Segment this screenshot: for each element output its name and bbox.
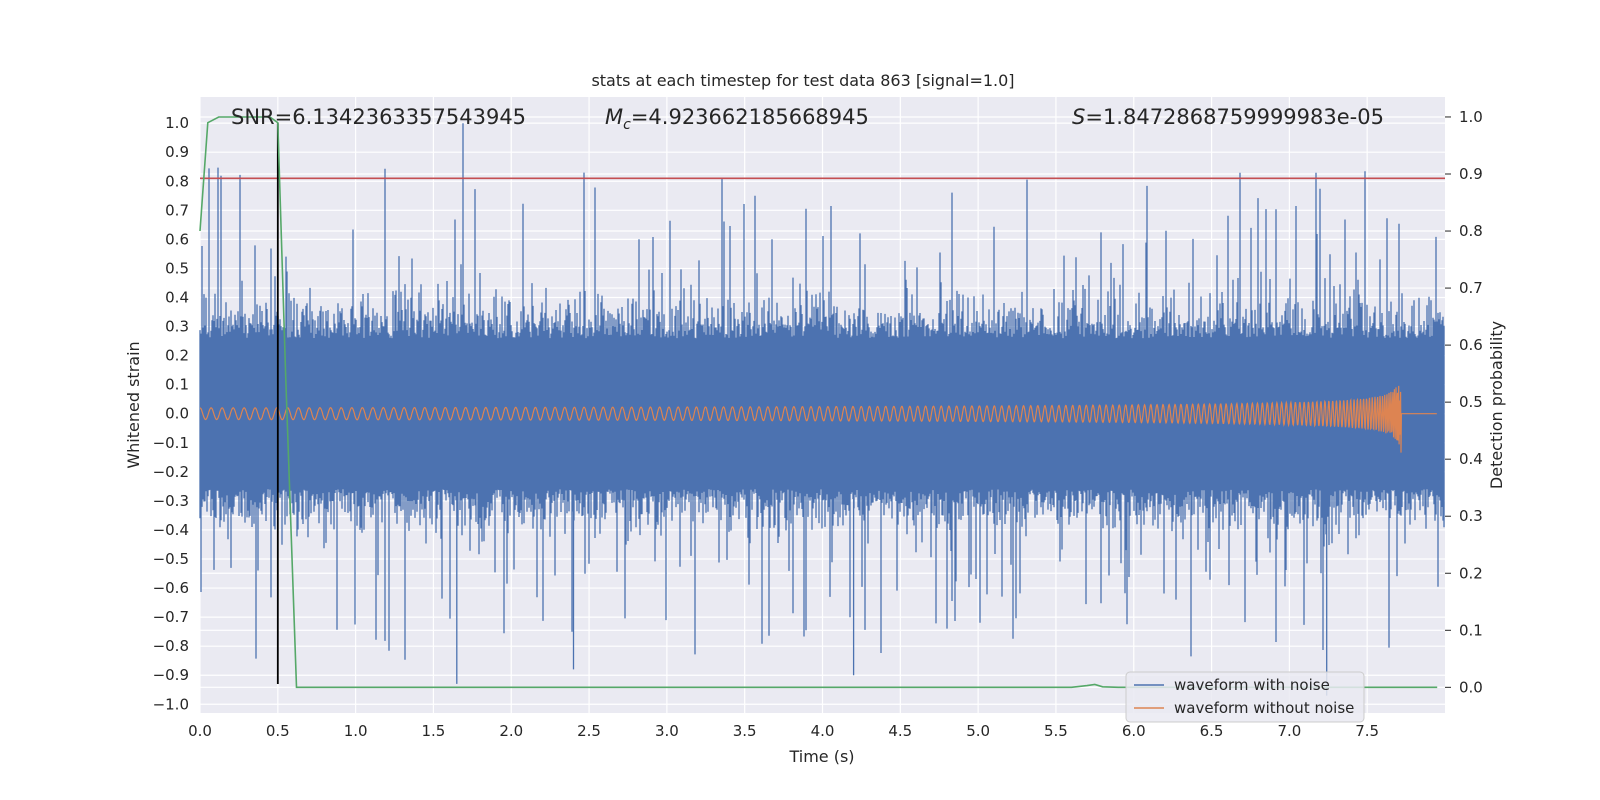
x-tick-label: 4.5 — [888, 722, 912, 740]
y-right-tick-label: 0.6 — [1459, 336, 1483, 354]
y-tick-label: 0.1 — [165, 376, 189, 394]
chart-title: stats at each timestep for test data 863… — [591, 71, 1014, 90]
y-axis-right-title: Detection probability — [1487, 321, 1506, 489]
legend: waveform with noise waveform without noi… — [1125, 671, 1365, 723]
x-tick-label: 1.5 — [422, 722, 446, 740]
y-right-tick-label: 0.9 — [1459, 165, 1483, 183]
y-right-tick-label: 1.0 — [1459, 108, 1483, 126]
y-axis-title: Whitened strain — [124, 341, 143, 468]
legend-label-clean: waveform without noise — [1174, 699, 1354, 717]
y-tick-label: 0.5 — [165, 259, 189, 277]
y-tick-label: 0.4 — [165, 288, 189, 306]
y-tick-label: −0.3 — [153, 492, 189, 510]
x-tick-label: 6.5 — [1200, 722, 1224, 740]
mc-subscript: c — [623, 117, 631, 133]
s-value: =1.8472868759999983e-05 — [1085, 105, 1384, 129]
y-right-tick-label: 0.1 — [1459, 621, 1483, 639]
y-right-tick-label: 0.7 — [1459, 279, 1483, 297]
x-tick-label: 3.0 — [655, 722, 679, 740]
y-right-tick-label: 0.2 — [1459, 564, 1483, 582]
x-tick-label: 2.0 — [499, 722, 523, 740]
y-right-tick-label: 0.8 — [1459, 222, 1483, 240]
s-annotation: S=1.8472868759999983e-05 — [1072, 105, 1384, 129]
mc-symbol: M — [605, 105, 623, 129]
x-tick-label: 5.0 — [966, 722, 990, 740]
x-axis-title: Time (s) — [788, 747, 854, 766]
y-tick-label: 0.3 — [165, 318, 189, 336]
x-tick-label: 6.0 — [1122, 722, 1146, 740]
s-symbol: S — [1072, 105, 1085, 129]
legend-label-noise: waveform with noise — [1174, 676, 1330, 694]
y-right-tick-label: 0.4 — [1459, 450, 1483, 468]
chirp-mass-annotation: Mc=4.923662185668945 — [605, 105, 869, 133]
y-tick-label: 0.0 — [165, 405, 189, 423]
y-tick-label: 1.0 — [165, 114, 189, 132]
x-tick-label: 2.5 — [577, 722, 601, 740]
y-right-tick-label: 0.5 — [1459, 393, 1483, 411]
y-tick-label: −0.7 — [153, 608, 189, 626]
reference-lines — [200, 123, 1445, 684]
y-tick-label: −0.9 — [153, 666, 189, 684]
y-tick-label: 0.9 — [165, 143, 189, 161]
axis-ticks: 0.0 0.5 1.0 1.5 2.0 2.5 3.0 3.5 4.0 4.5 5.0 5.5 6.0 6… — [153, 108, 1483, 740]
x-tick-label: 4.0 — [811, 722, 835, 740]
series-detection-probability — [199, 116, 1438, 689]
y-tick-label: 0.8 — [165, 172, 189, 190]
x-tick-label: 0.0 — [188, 722, 212, 740]
mc-value: =4.923662185668945 — [631, 105, 869, 129]
y-tick-label: −0.5 — [153, 550, 189, 568]
legend-box — [1125, 671, 1365, 723]
series-waveform-without-noise — [199, 385, 1437, 453]
x-tick-label: 0.5 — [266, 722, 290, 740]
y-tick-label: −0.6 — [153, 579, 189, 597]
snr-annotation: SNR=6.1342363357543945 — [231, 105, 526, 129]
clean-waveform-path — [199, 385, 1437, 453]
y-tick-label: −0.2 — [153, 463, 189, 481]
y-right-tick-label: 0.3 — [1459, 507, 1483, 525]
y-tick-label: −0.1 — [153, 434, 189, 452]
y-tick-label: −0.8 — [153, 637, 189, 655]
y-tick-label: 0.7 — [165, 201, 189, 219]
y-right-tick-label: 0.0 — [1459, 678, 1483, 696]
y-tick-label: 0.2 — [165, 347, 189, 365]
y-tick-label: 0.6 — [165, 230, 189, 248]
x-tick-label: 7.5 — [1355, 722, 1379, 740]
x-tick-label: 3.5 — [733, 722, 757, 740]
x-tick-label: 7.0 — [1277, 722, 1301, 740]
y-tick-label: −1.0 — [153, 695, 189, 713]
y-tick-label: −0.4 — [153, 521, 189, 539]
x-tick-label: 1.0 — [344, 722, 368, 740]
probability-path — [199, 116, 1438, 689]
x-tick-label: 5.5 — [1044, 722, 1068, 740]
